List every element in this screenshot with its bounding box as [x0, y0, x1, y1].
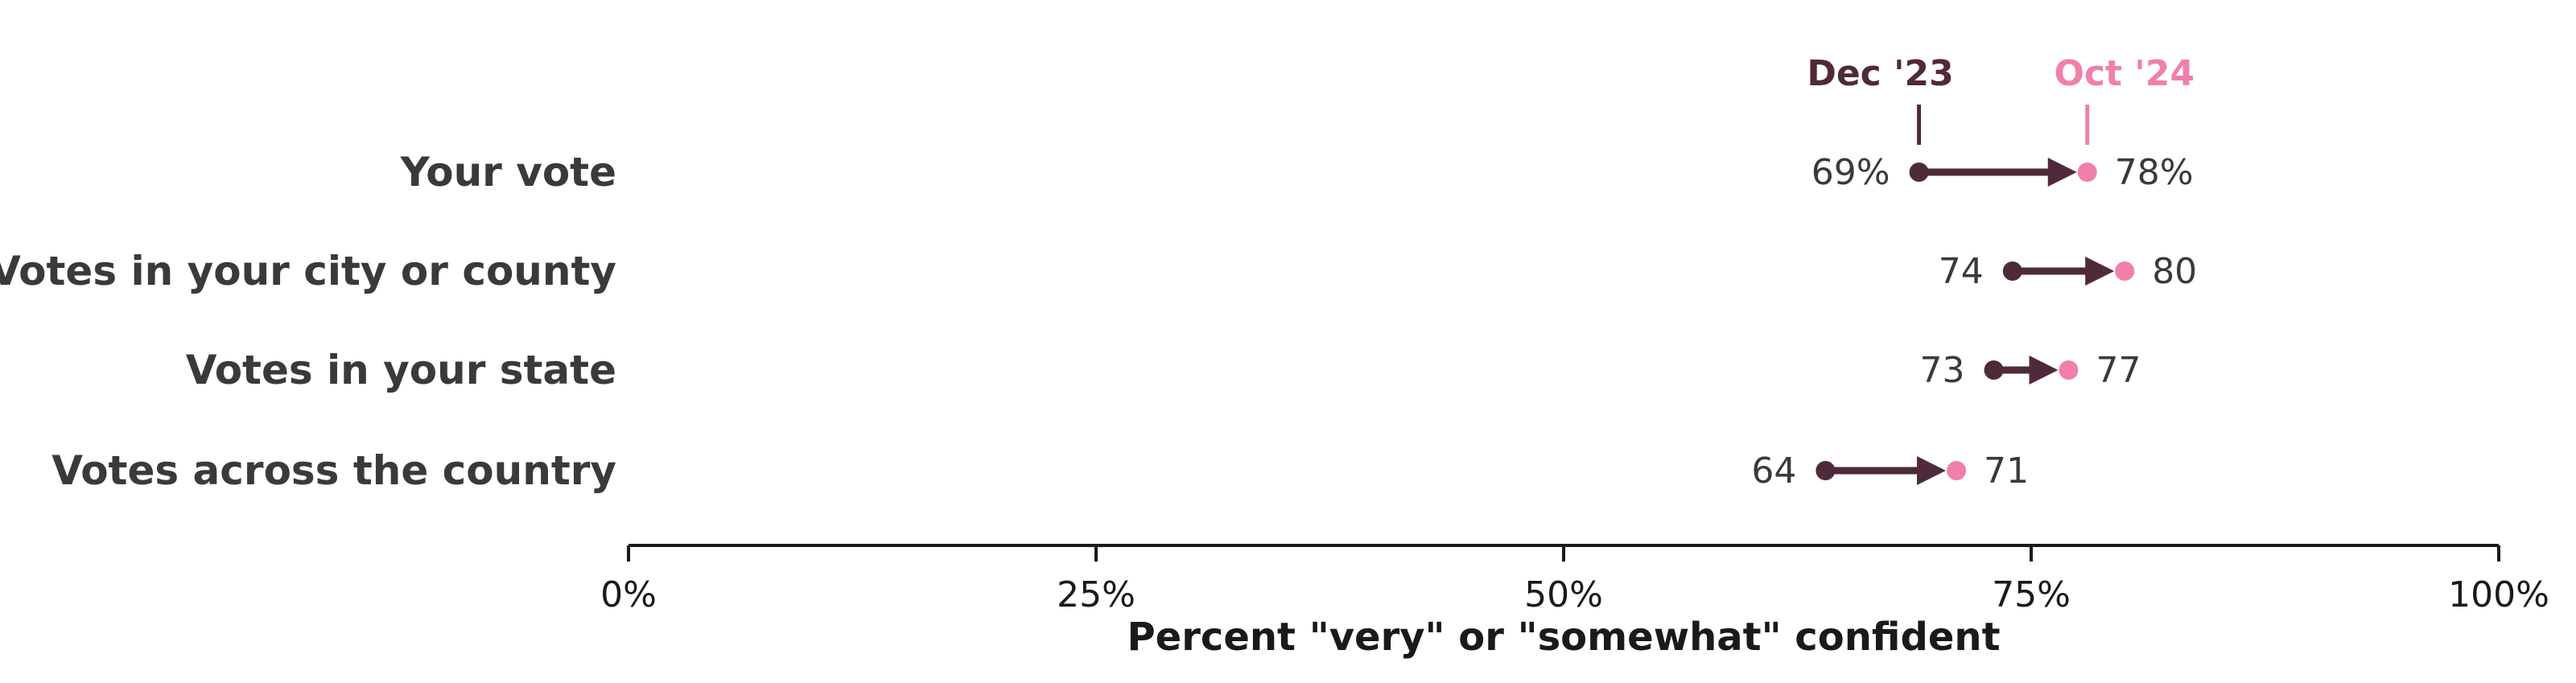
end-point [2115, 261, 2135, 281]
start-value-label: 64 [1751, 451, 1796, 492]
end-value-label: 80 [2152, 251, 2197, 292]
plot-rows: Your vote 69% 78% Votes in your city or cou… [0, 149, 2197, 494]
legend: Dec '23 Oct '24 [1807, 53, 2195, 145]
category-label: Your vote [400, 149, 616, 195]
start-value-label: 73 [1920, 350, 1965, 391]
end-point [2059, 360, 2079, 380]
x-tick-label: 75% [1992, 574, 2071, 615]
x-tick-label: 0% [600, 574, 657, 615]
x-tick-label: 100% [2448, 574, 2549, 615]
x-axis: 0% 25% 50% 75% 100% Percent "very" or "somewh… [600, 544, 2549, 660]
start-point [1984, 360, 2004, 380]
end-point [2077, 163, 2097, 182]
legend-label-start: Dec '23 [1807, 53, 1953, 94]
end-value-label: 78% [2115, 152, 2194, 193]
category-label: Votes in your state [186, 347, 616, 393]
category-label: Votes in your city or county [0, 248, 616, 294]
legend-label-end: Oct '24 [2054, 53, 2195, 94]
x-axis-title: Percent "very" or "somewhat" confident [1127, 615, 2000, 660]
end-value-label: 77 [2096, 350, 2141, 391]
start-point [1816, 461, 1836, 480]
x-tick-label: 25% [1057, 574, 1136, 615]
end-value-label: 71 [1984, 451, 2029, 492]
start-value-label: 69% [1811, 152, 1890, 193]
end-point [1947, 461, 1967, 480]
start-point [1909, 163, 1929, 182]
category-label: Votes across the country [52, 447, 616, 494]
start-value-label: 74 [1939, 251, 1984, 292]
x-tick-label: 50% [1524, 574, 1603, 615]
start-point [2002, 261, 2022, 281]
